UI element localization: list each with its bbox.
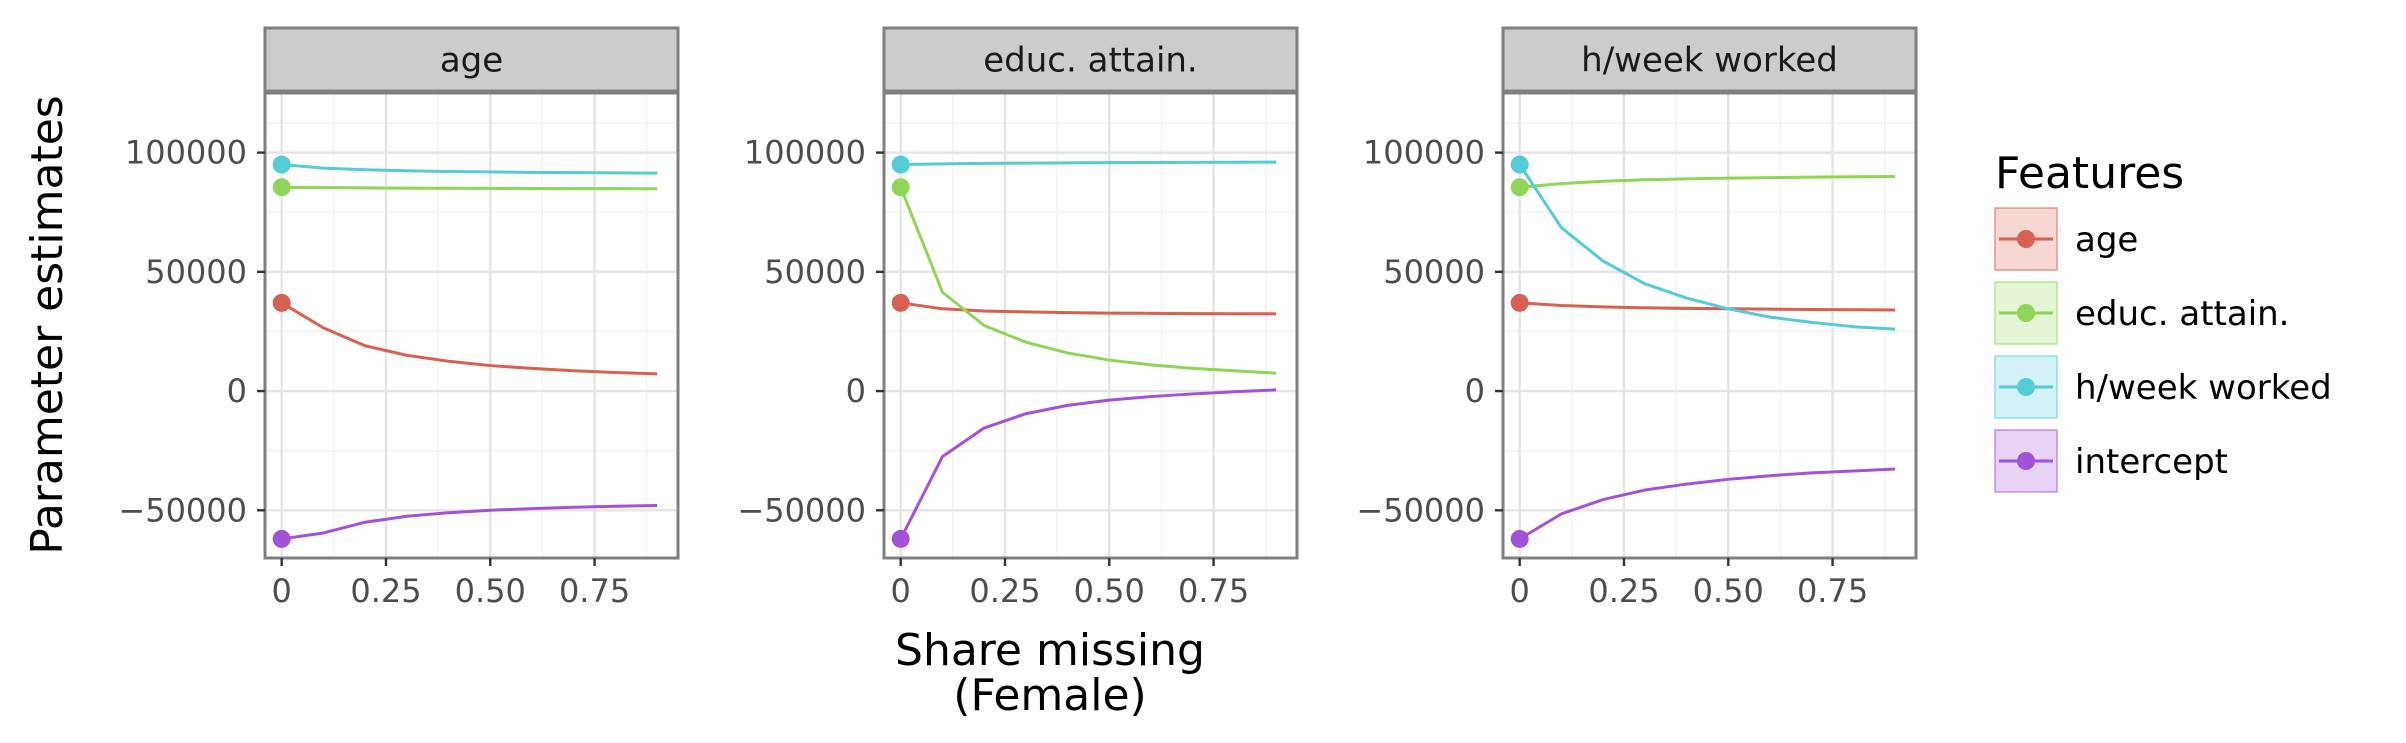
x-axis-title-line1: Share missing — [895, 625, 1205, 676]
x-tick-label: 0.50 — [455, 572, 526, 610]
y-tick-label: 50000 — [145, 253, 247, 291]
series-line-age — [280, 301, 658, 376]
y-tick-label: 50000 — [1383, 253, 1485, 291]
legend-item-age: age — [1994, 207, 2138, 271]
y-tick-label: −50000 — [118, 491, 247, 529]
x-tick-label: 0.50 — [1074, 572, 1145, 610]
series-point-intercept — [891, 529, 910, 548]
x-tick-label: 0.25 — [969, 572, 1040, 610]
legend-item-intercept: intercept — [1994, 429, 2228, 493]
legend-title: Features — [1995, 148, 2184, 199]
legend-key-point — [2017, 230, 2035, 248]
series-line-intercept — [1518, 467, 1896, 541]
y-tick-label: 0 — [227, 372, 247, 410]
series-point-intercept — [1510, 529, 1529, 548]
series-point-h-week-worked — [891, 155, 910, 174]
legend-key-point — [2017, 378, 2035, 396]
x-tick-label: 0.75 — [1797, 572, 1868, 610]
series-line-intercept — [899, 388, 1277, 540]
y-tick-label: −50000 — [1356, 491, 1485, 529]
x-tick-label: 0.25 — [350, 572, 421, 610]
x-tick-label: 0.75 — [559, 572, 630, 610]
legend: Features age educ. attain. h/week worked in… — [1994, 148, 2332, 493]
legend-item-educ-attain-: educ. attain. — [1994, 281, 2290, 345]
series-point-educ-attain- — [272, 178, 291, 197]
series-line-h-week-worked — [281, 163, 658, 175]
y-tick-label: 0 — [1465, 372, 1485, 410]
legend-label: intercept — [2075, 442, 2228, 482]
series-line-age — [1519, 301, 1896, 312]
x-tick-label: 0.25 — [1588, 572, 1659, 610]
x-axis-title-line2: (Female) — [953, 670, 1146, 721]
y-tick-label: 100000 — [125, 134, 247, 172]
series-point-intercept — [272, 529, 291, 548]
series-point-h-week-worked — [1510, 155, 1529, 174]
legend-label: h/week worked — [2075, 368, 2332, 408]
panel-border — [882, 91, 1299, 560]
facet-strip — [882, 26, 1299, 93]
series-line-intercept — [281, 504, 658, 541]
x-tick-label: 0 — [1510, 572, 1530, 610]
legend-label: educ. attain. — [2075, 294, 2290, 334]
legend-key-point — [2017, 452, 2035, 470]
y-tick-label: 100000 — [744, 134, 866, 172]
y-tick-label: −50000 — [737, 491, 866, 529]
legend-items: age educ. attain. h/week worked intercept — [1994, 207, 2332, 493]
legend-key-point — [2017, 304, 2035, 322]
series-line-h-week-worked — [900, 160, 1277, 167]
series-point-age — [1510, 293, 1529, 312]
facet-strip-label: age — [440, 41, 503, 81]
facet-panel-3: h/week worked 100000 50000 0 −50000 0 0.25 0.50… — [1356, 26, 1918, 610]
y-axis-title: Parameter estimates — [22, 95, 73, 554]
x-tick-label: 0.50 — [1693, 572, 1764, 610]
facet-panel-2: educ. attain. 100000 50000 0 −50000 0 0.25 0.50… — [737, 26, 1299, 610]
series-point-age — [272, 293, 291, 312]
facet-strip-label: h/week worked — [1581, 41, 1838, 81]
y-tick-label: 0 — [846, 372, 866, 410]
series-line-h-week-worked — [1518, 163, 1896, 331]
x-tick-label: 0 — [272, 572, 292, 610]
facet-panel-1: age 100000 50000 0 −50000 0 0.25 0.50 0.75 — [118, 26, 680, 610]
panel-border — [263, 91, 680, 560]
panel-border — [1501, 91, 1918, 560]
series-point-age — [891, 293, 910, 312]
series-line-educ-attain- — [899, 186, 1277, 375]
facet-strip — [1501, 26, 1918, 93]
legend-item-h-week-worked: h/week worked — [1994, 355, 2332, 419]
facet-strip-label: educ. attain. — [983, 41, 1198, 81]
series-line-educ-attain- — [281, 185, 658, 191]
y-tick-label: 50000 — [764, 253, 866, 291]
y-tick-label: 100000 — [1363, 134, 1485, 172]
series-point-educ-attain- — [1510, 178, 1529, 197]
series-point-h-week-worked — [272, 155, 291, 174]
legend-label: age — [2075, 220, 2138, 260]
facet-strip — [263, 26, 680, 93]
series-point-educ-attain- — [891, 178, 910, 197]
series-line-educ-attain- — [1519, 174, 1896, 189]
panel-background — [265, 93, 678, 558]
x-tick-label: 0.75 — [1178, 572, 1249, 610]
x-tick-label: 0 — [891, 572, 911, 610]
